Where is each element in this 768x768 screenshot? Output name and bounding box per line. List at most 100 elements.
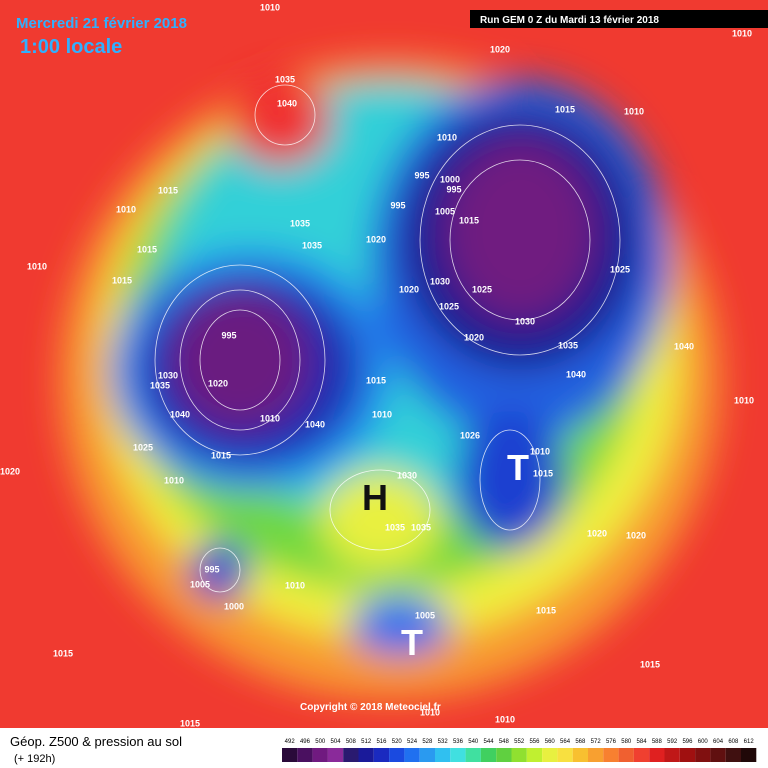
isobar-label: 1015 — [555, 104, 575, 114]
scale-swatch — [419, 748, 435, 762]
scale-swatch — [373, 748, 390, 762]
isobar-label: 1010 — [734, 395, 754, 405]
isobar-label: 1030 — [158, 370, 178, 380]
scale-swatch — [633, 748, 650, 762]
scale-label: 580 — [621, 739, 632, 745]
isobar-label: 1010 — [285, 580, 305, 590]
copyright: Copyright © 2018 Meteociel.fr — [300, 702, 441, 713]
scale-swatch — [679, 748, 696, 762]
scale-swatch — [282, 748, 298, 762]
scale-label: 608 — [728, 739, 739, 745]
scale-label: 548 — [499, 739, 510, 745]
isobar-label: 1015 — [158, 185, 178, 195]
scale-label: 520 — [392, 739, 403, 745]
scale-label: 508 — [346, 739, 357, 745]
isobar-label: 1040 — [170, 409, 190, 419]
isobar-label: 1015 — [366, 375, 386, 385]
isobar-label: 995 — [414, 170, 429, 180]
run: Run GEM 0 Z du Mardi 13 février 2018 — [480, 15, 659, 26]
scale-label: 604 — [713, 739, 724, 745]
scale-swatch — [664, 748, 680, 762]
scale-swatch — [526, 748, 543, 762]
isobar-label: 1015 — [180, 718, 200, 728]
scale-swatch — [695, 748, 711, 762]
scale-label: 560 — [545, 739, 556, 745]
time: 1:00 locale — [20, 36, 122, 58]
isobar-label: 1025 — [472, 284, 492, 294]
scale-label: 584 — [637, 739, 648, 745]
isobar-label: 1020 — [399, 284, 419, 294]
isobar-label: 1040 — [305, 419, 325, 429]
scale-swatch — [618, 748, 634, 762]
scale-label: 512 — [361, 739, 372, 745]
scale-swatch — [603, 748, 619, 762]
isobar-label: 1030 — [515, 316, 535, 326]
scale-label: 572 — [591, 739, 602, 745]
isobar-label: 1015 — [211, 450, 231, 460]
scale-swatch — [710, 748, 726, 762]
scale-label: 504 — [331, 739, 342, 745]
scale-swatch — [358, 748, 374, 762]
scale-label: 600 — [698, 739, 709, 745]
isobar-label: 1020 — [464, 332, 484, 342]
scale-label: 556 — [529, 739, 540, 745]
low-center: T — [401, 622, 423, 663]
scale-swatch — [480, 748, 497, 762]
isobar-label: 1025 — [439, 301, 459, 311]
isobar-label: 1025 — [610, 264, 630, 274]
scale-label: 500 — [315, 739, 326, 745]
isobar-label: 1010 — [624, 106, 644, 116]
isobar-label: 1015 — [459, 215, 479, 225]
scale-swatch — [465, 748, 481, 762]
scale-label: 496 — [300, 739, 311, 745]
scale-swatch — [572, 748, 588, 762]
isobar-label: 1010 — [372, 409, 392, 419]
title: Mercredi 21 février 2018 — [16, 15, 187, 32]
scale-label: 592 — [667, 739, 678, 745]
run-banner — [470, 10, 768, 28]
product: Géop. Z500 & pression au sol — [10, 734, 182, 749]
scale-swatch — [741, 748, 757, 762]
scale-swatch — [404, 748, 420, 762]
isobar-label: 1010 — [164, 475, 184, 485]
scale-label: 536 — [453, 739, 464, 745]
scale-swatch — [343, 748, 359, 762]
isobar-lines — [154, 84, 621, 593]
scale-swatch — [312, 748, 328, 762]
scale-label: 564 — [560, 739, 571, 745]
isobar-label: 1015 — [137, 244, 157, 254]
geopotential-field — [60, 60, 720, 700]
scale-swatch — [557, 748, 573, 762]
scale-swatch — [511, 748, 527, 762]
isobar-label: 1010 — [495, 714, 515, 724]
isobar-label: 995 — [446, 184, 461, 194]
isobar-label: 1010 — [437, 132, 457, 142]
isobar-label: 1010 — [260, 2, 280, 12]
lead-time: (+ 192h) — [14, 753, 55, 765]
isobar-label: 1020 — [587, 528, 607, 538]
isobar-label: 1040 — [277, 98, 297, 108]
scale-label: 532 — [438, 739, 449, 745]
scale-label: 528 — [422, 739, 433, 745]
isobar-label: 1040 — [674, 341, 694, 351]
scale-label: 516 — [376, 739, 387, 745]
isobar-label: 1035 — [385, 522, 405, 532]
scale-swatch — [496, 748, 512, 762]
scale-swatch — [389, 748, 405, 762]
isobar-label: 995 — [221, 330, 236, 340]
isobar-label: 1035 — [411, 522, 431, 532]
isobar-label: 1040 — [566, 369, 586, 379]
scale-label: 588 — [652, 739, 663, 745]
scale-label: 552 — [514, 739, 525, 745]
isobar-label: 1026 — [460, 430, 480, 440]
isobar-label: 1035 — [558, 340, 578, 350]
isobar-label: 1000 — [224, 601, 244, 611]
isobar-label: 1005 — [435, 206, 455, 216]
scale-swatch — [588, 748, 604, 762]
isobar-label: 1020 — [208, 378, 228, 388]
scale-label: 568 — [575, 739, 586, 745]
scale-swatch — [725, 748, 741, 762]
scale-swatch — [327, 748, 344, 762]
scale-swatch — [542, 748, 558, 762]
